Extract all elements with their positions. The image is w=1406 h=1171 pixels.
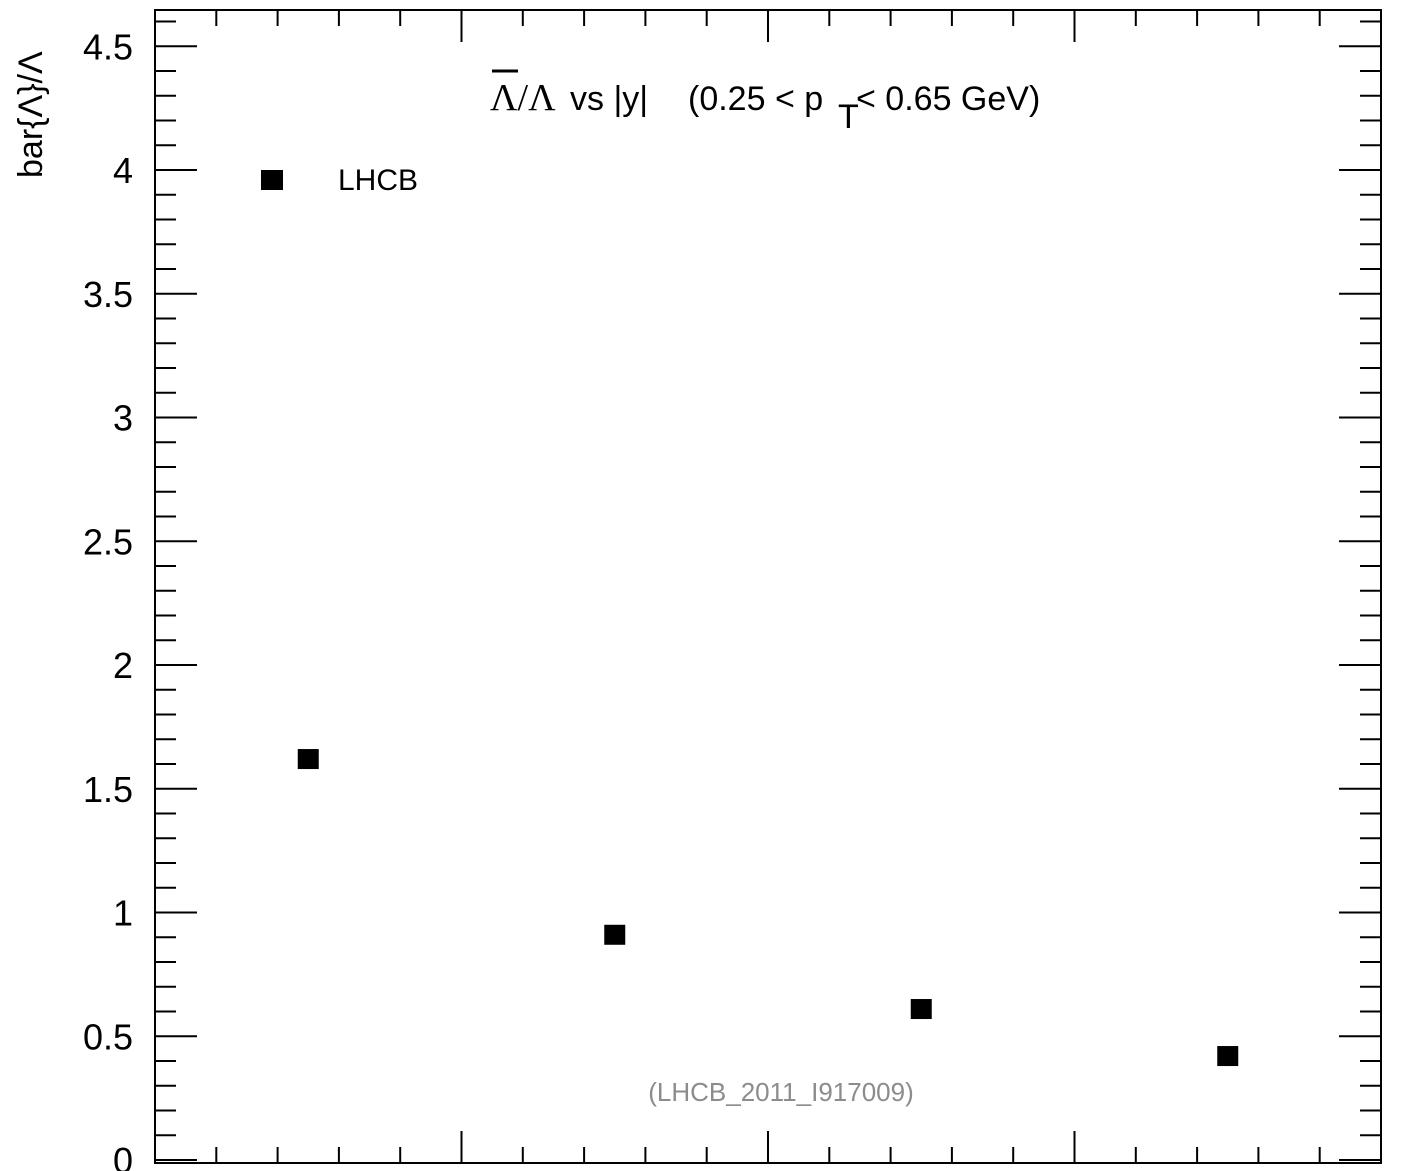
ticks-layer [154, 10, 1382, 1163]
source-annotation: (LHCB_2011_I917009) [648, 1077, 913, 1107]
y-tick-label: 4.5 [83, 26, 133, 67]
data-point [297, 749, 319, 770]
chart-title-subscript: T [838, 98, 859, 136]
y-axis-label: bar{Λ}/Λ [12, 51, 50, 178]
data-point [604, 924, 626, 945]
data-point [910, 999, 932, 1020]
chart-title-range-end: < 0.65 GeV) [856, 80, 1040, 118]
legend-marker [261, 170, 283, 190]
y-tick-label: 2.5 [83, 521, 133, 562]
data-points [297, 749, 1239, 1067]
y-tick-label: 3 [113, 398, 133, 439]
y-tick-label: 1.5 [83, 769, 133, 810]
y-tick-labels: 0 0.5 1 1.5 2 2.5 3 3.5 4 4.5 [83, 26, 133, 1171]
y-tick-label: 0 [113, 1140, 133, 1171]
chart-title-range: (0.25 < p [688, 80, 823, 118]
legend-label: LHCB [338, 164, 418, 197]
chart-title-vs: vs |y| [570, 80, 648, 118]
y-tick-label: 1 [113, 893, 133, 934]
y-tick-label: 4 [113, 150, 133, 191]
data-point [1217, 1046, 1239, 1067]
chart-title-ratio: Λ/Λ [490, 77, 556, 119]
y-tick-label: 2 [113, 645, 133, 686]
y-tick-label: 0.5 [83, 1016, 133, 1057]
y-tick-label: 3.5 [83, 274, 133, 315]
